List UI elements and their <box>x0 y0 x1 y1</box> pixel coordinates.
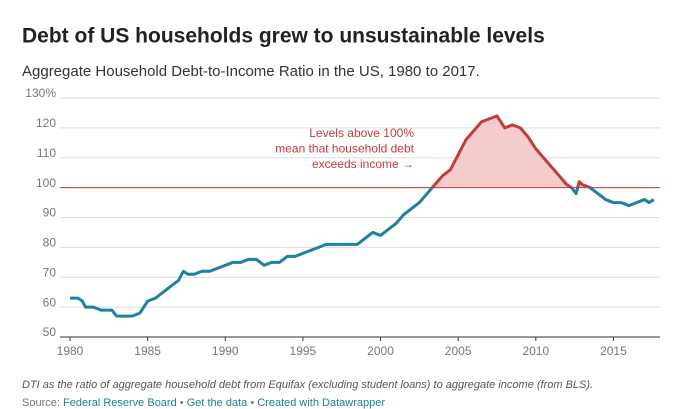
x-tick-label: 2015 <box>600 344 627 358</box>
x-tick-label: 1985 <box>134 344 161 358</box>
annotation: exceeds income → <box>312 157 414 171</box>
annotation: Levels above 100% <box>309 126 414 140</box>
source-label: Source: <box>22 397 60 409</box>
link[interactable]: Get the data <box>187 397 248 409</box>
x-tick-label: 1990 <box>212 344 239 358</box>
y-tick-label: 120 <box>36 116 56 130</box>
x-tick-label: 2010 <box>522 344 549 358</box>
x-tick-label: 1995 <box>290 344 317 358</box>
separator: • <box>250 397 254 409</box>
y-tick-label: 100 <box>36 176 56 190</box>
area-above <box>70 115 654 188</box>
chart-subtitle: Aggregate Household Debt-to-Income Ratio… <box>22 63 480 80</box>
y-tick-label: 50 <box>43 325 57 339</box>
y-tick-label: 80 <box>43 236 57 250</box>
chart-title: Debt of US households grew to unsustaina… <box>22 25 545 48</box>
link[interactable]: Created with Datawrapper <box>257 397 385 409</box>
x-tick-label: 1980 <box>57 344 84 358</box>
footer: Source: Federal Reserve Board • Get the … <box>22 397 385 409</box>
y-tick-label: 70 <box>43 265 57 279</box>
x-tick-label: 2005 <box>445 344 472 358</box>
link[interactable]: Federal Reserve Board <box>63 397 177 409</box>
separator: • <box>180 397 184 409</box>
y-tick-label: 60 <box>43 295 57 309</box>
x-tick-label: 2000 <box>367 344 394 358</box>
y-tick-label: 130% <box>25 86 56 100</box>
line-below <box>70 187 655 318</box>
note: DTI as the ratio of aggregate household … <box>22 379 593 391</box>
annotation: mean that household debt <box>275 142 414 156</box>
y-tick-label: 90 <box>43 206 57 220</box>
y-tick-label: 110 <box>37 146 56 160</box>
